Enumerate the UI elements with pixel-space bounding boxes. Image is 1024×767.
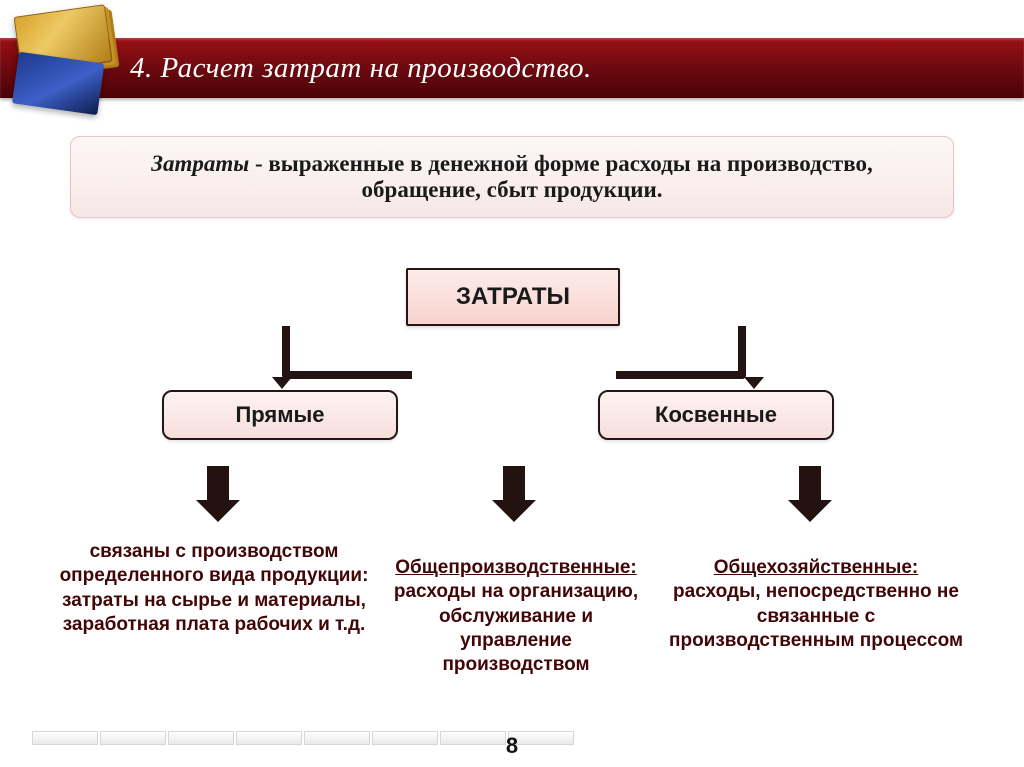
corner-decor (6, 3, 129, 117)
description-1: связаны с производством определенного ви… (44, 540, 384, 637)
description-2: Общепроизводственные:расходы на организа… (386, 556, 646, 678)
down-arrow-3 (788, 466, 832, 522)
definition-text-l2: обращение, сбыт продукции. (95, 177, 929, 203)
arrowhead-left-icon (272, 377, 292, 389)
definition-box: Затраты - выраженные в денежной форме ра… (70, 136, 954, 218)
tree-child-left-label: Прямые (235, 402, 324, 428)
arrow-head-icon (492, 500, 536, 522)
page-number: 8 (0, 733, 1024, 759)
tree-root-label: ЗАТРАТЫ (456, 283, 570, 311)
connector-left (282, 326, 412, 379)
description-3: Общехозяйственные:расходы, непосредствен… (666, 556, 966, 653)
arrow-head-icon (196, 500, 240, 522)
arrow-shaft-icon (799, 466, 821, 500)
arrow-head-icon (788, 500, 832, 522)
tree-child-right: Косвенные (598, 390, 834, 440)
credit-card-icon (12, 52, 104, 115)
definition-text-l1: - выраженные в денежной форме расходы на… (255, 151, 873, 176)
definition-term: Затраты (151, 151, 255, 176)
tree-child-right-label: Косвенные (655, 402, 777, 428)
description-heading: Общехозяйственные: (714, 557, 918, 578)
arrowhead-right-icon (744, 377, 764, 389)
arrow-shaft-icon (503, 466, 525, 500)
tree-child-left: Прямые (162, 390, 398, 440)
arrow-shaft-icon (207, 466, 229, 500)
tree-root: ЗАТРАТЫ (406, 268, 620, 326)
page-title: 4. Расчет затрат на производство. (130, 52, 592, 85)
connector-right (616, 326, 746, 379)
header-band: 4. Расчет затрат на производство. (0, 38, 1024, 98)
down-arrow-2 (492, 466, 536, 522)
down-arrow-1 (196, 466, 240, 522)
description-heading: Общепроизводственные: (395, 557, 636, 578)
